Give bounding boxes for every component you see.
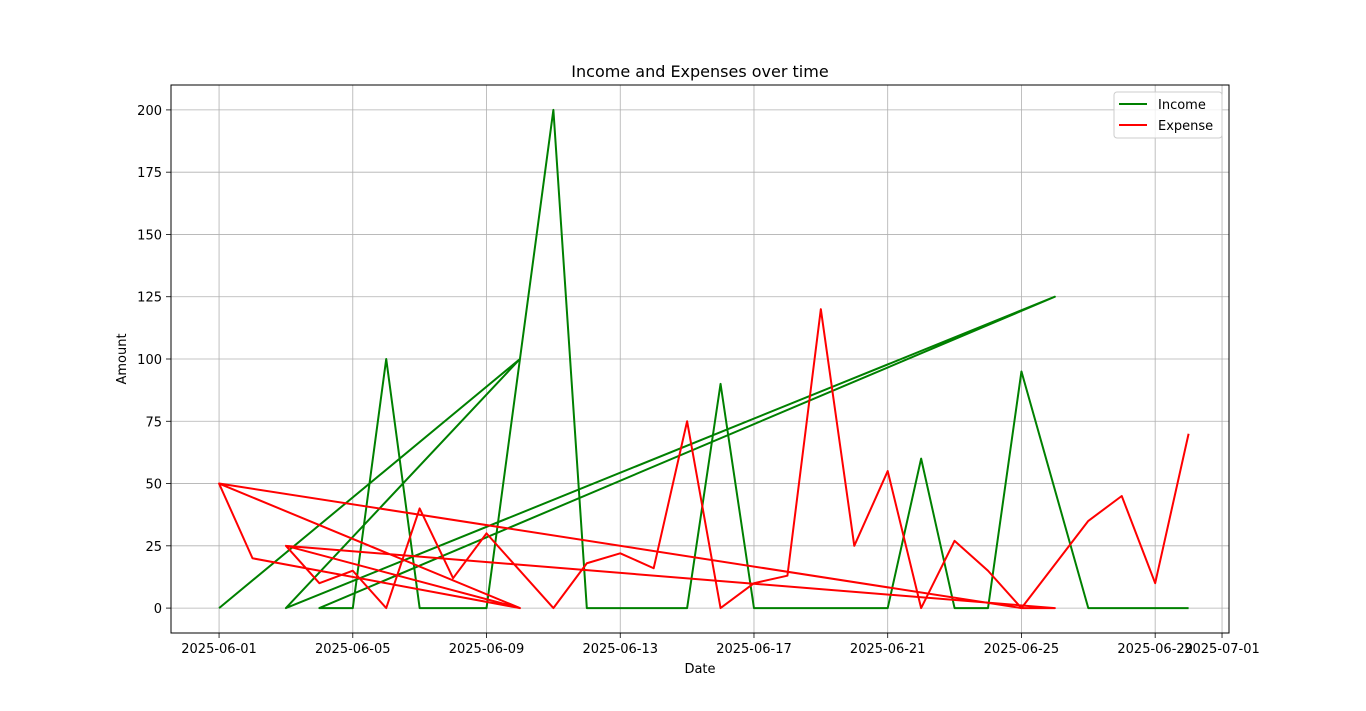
y-tick-label: 0 (154, 602, 162, 617)
legend-label-expense: Expense (1158, 119, 1213, 134)
x-tick-label: 2025-07-01 (1184, 642, 1260, 657)
y-tick-label: 150 (137, 228, 162, 243)
series-line-income (218, 108, 1189, 610)
y-tick-label: 175 (137, 166, 162, 181)
y-axis-ticks: 0 25 50 75 100 125 150 175 200 (137, 104, 171, 617)
y-tick-label: 200 (137, 104, 162, 119)
x-axis-ticks: 2025-06-01 2025-06-05 2025-06-09 2025-06-13… (181, 633, 1260, 657)
x-tick-label: 2025-06-21 (850, 642, 926, 657)
x-tick-label: 2025-06-29 (1117, 642, 1193, 657)
x-tick-label: 2025-06-05 (315, 642, 391, 657)
y-tick-label: 100 (137, 353, 162, 368)
legend: Income Expense (1113, 91, 1223, 139)
series-lines (218, 108, 1190, 610)
legend-label-income: Income (1158, 98, 1206, 113)
y-tick-label: 50 (145, 478, 162, 493)
chart-title: Income and Expenses over time (571, 62, 828, 81)
series-line-expense (218, 308, 1190, 610)
x-tick-label: 2025-06-25 (984, 642, 1060, 657)
x-tick-label: 2025-06-01 (181, 642, 257, 657)
x-tick-label: 2025-06-17 (716, 642, 792, 657)
x-axis-label: Date (684, 662, 715, 677)
y-tick-label: 25 (145, 540, 162, 555)
y-tick-label: 75 (145, 415, 162, 430)
y-tick-label: 125 (137, 291, 162, 306)
x-tick-label: 2025-06-13 (582, 642, 658, 657)
y-axis-label: Amount (115, 333, 130, 384)
x-tick-label: 2025-06-09 (449, 642, 525, 657)
